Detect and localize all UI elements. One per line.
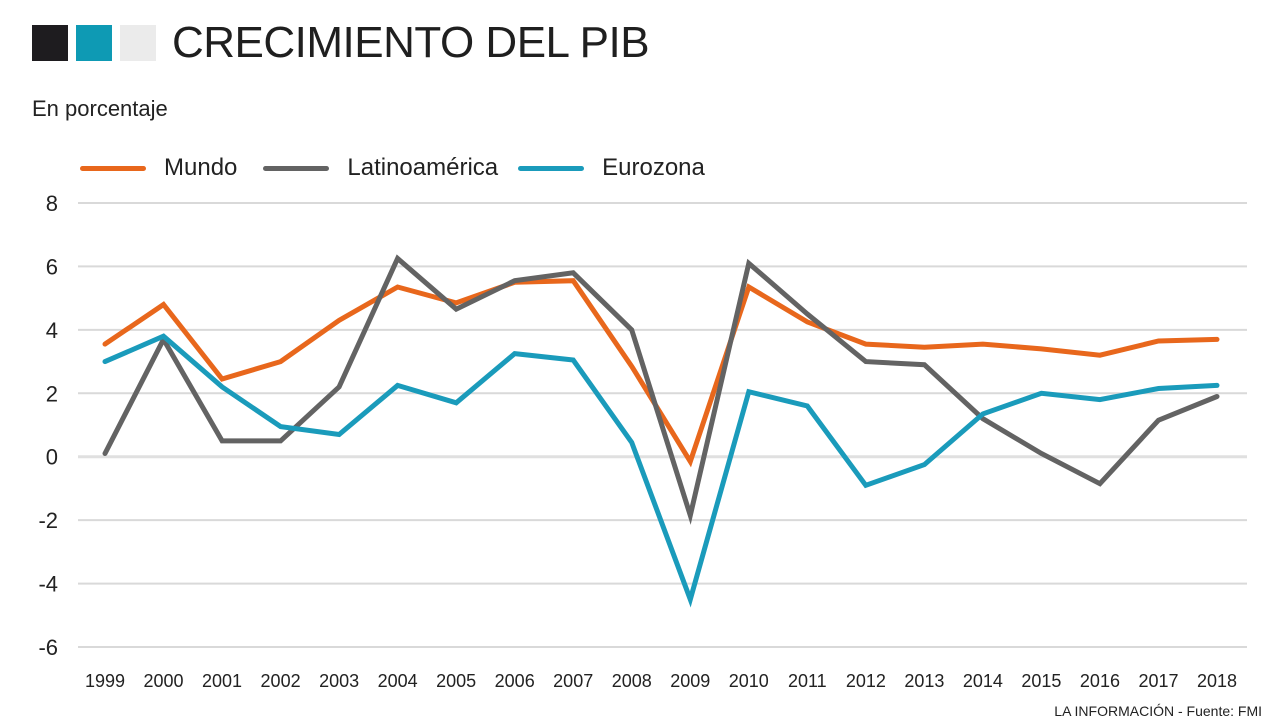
x-axis-ticks: 1999 2000 2001 2002 2003 2004 2005 2006 2007 2008… [85, 671, 1237, 691]
square-teal [76, 25, 112, 61]
y-tick-label: 4 [46, 318, 58, 343]
series-line-latinoamerica [102, 254, 1220, 525]
legend-item-latinoamerica: Latinoamérica [263, 154, 498, 182]
y-tick-label: -6 [38, 635, 58, 660]
y-tick-label: 0 [46, 445, 58, 470]
x-tick-label: 2003 [319, 671, 359, 691]
x-tick-label: 2005 [436, 671, 476, 691]
x-tick-label: 2007 [553, 671, 593, 691]
source-credit: LA INFORMACIÓN - Fuente: FMI [1054, 703, 1262, 719]
y-axis-ticks: 8 6 4 2 0 -2 -4 -6 [38, 191, 58, 660]
x-tick-label: 2011 [788, 671, 827, 691]
x-tick-label: 2000 [144, 671, 184, 691]
x-tick-label: 2001 [202, 671, 242, 691]
y-tick-label: 2 [46, 381, 58, 406]
header-squares [32, 25, 156, 61]
x-tick-label: 2017 [1138, 671, 1178, 691]
x-tick-label: 1999 [85, 671, 125, 691]
x-tick-label: 2012 [846, 671, 886, 691]
legend-label-latinoamerica: Latinoamérica [347, 154, 499, 181]
x-tick-label: 2010 [729, 671, 769, 691]
x-tick-label: 2008 [612, 671, 652, 691]
y-tick-label: 6 [46, 254, 58, 279]
x-tick-label: 2016 [1080, 671, 1120, 691]
legend-swatch-mundo [80, 165, 146, 171]
x-tick-label: 2002 [261, 671, 301, 691]
y-tick-label: -4 [38, 572, 58, 597]
series-lines [102, 254, 1220, 608]
legend-label-eurozona: Eurozona [602, 154, 705, 181]
x-tick-label: 2009 [670, 671, 710, 691]
x-tick-label: 2014 [963, 671, 1003, 691]
square-dark [32, 25, 68, 61]
x-tick-label: 2018 [1197, 671, 1237, 691]
y-tick-label: 8 [46, 191, 58, 216]
square-light [120, 25, 156, 61]
legend-label-mundo: Mundo [164, 154, 238, 181]
y-tick-label: -2 [38, 508, 58, 533]
chart-subtitle: En porcentaje [32, 96, 168, 121]
x-tick-label: 2015 [1021, 671, 1061, 691]
series-line-eurozona [102, 333, 1220, 608]
legend: Mundo Latinoamérica Eurozona [80, 154, 725, 182]
legend-swatch-eurozona [518, 165, 585, 171]
chart-title: CRECIMIENTO DEL PIB [172, 18, 650, 67]
x-tick-label: 2006 [495, 671, 535, 691]
x-tick-label: 2013 [904, 671, 944, 691]
x-tick-label: 2004 [378, 671, 418, 691]
legend-item-eurozona: Eurozona [518, 154, 705, 182]
legend-item-mundo: Mundo [80, 154, 237, 182]
legend-swatch-latinoamerica [263, 165, 330, 171]
series-line-mundo [102, 278, 1220, 468]
